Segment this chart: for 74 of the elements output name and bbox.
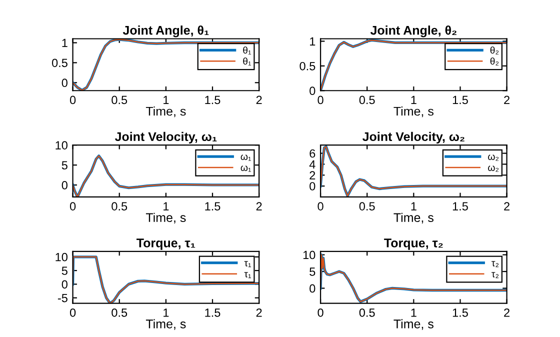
x-tick-label: 0 bbox=[318, 96, 324, 104]
chart-title: Joint Angle, θ₁ bbox=[122, 26, 209, 38]
y-tick-label: 0 bbox=[310, 284, 316, 293]
legend-label: θ₁ bbox=[243, 46, 252, 54]
x-tick-label: 2 bbox=[256, 96, 262, 104]
legend-label: τ₁ bbox=[244, 272, 252, 278]
y-tick-label: 0 bbox=[310, 86, 316, 96]
x-tick-label: 2 bbox=[256, 202, 262, 210]
x-tick-label: 0 bbox=[70, 202, 76, 210]
y-tick-label: 10 bbox=[56, 252, 68, 262]
x-tick-label: 0.5 bbox=[359, 308, 375, 317]
x-tick-label: 1.5 bbox=[205, 202, 220, 210]
x-tick-label: 0.5 bbox=[112, 202, 128, 210]
chart-title: Joint Angle, θ₂ bbox=[370, 26, 456, 38]
x-tick-label: 0 bbox=[318, 202, 324, 210]
x-tick-label: 1.5 bbox=[205, 96, 220, 104]
y-tick-label: 5 bbox=[62, 161, 68, 170]
y-tick-label: 0 bbox=[62, 181, 68, 190]
x-tick-label: 1 bbox=[411, 96, 416, 104]
legend-label: τ₂ bbox=[492, 272, 499, 278]
y-tick-label: 5 bbox=[62, 266, 68, 275]
x-tick-label: 1.5 bbox=[452, 308, 468, 317]
x-tick-label: 0.5 bbox=[112, 308, 128, 317]
chart-title: Joint Velocity, ω₂ bbox=[362, 132, 464, 144]
x-axis-title: Time, s bbox=[146, 212, 186, 224]
x-axis-title: Time, s bbox=[394, 106, 434, 118]
x-tick-label: 1.5 bbox=[452, 202, 468, 210]
legend-label: τ₂ bbox=[492, 261, 499, 268]
y-tick-label: 1 bbox=[310, 37, 316, 46]
y-tick-label: 10 bbox=[303, 250, 316, 260]
chart-title: Torque, τ₂ bbox=[384, 238, 443, 250]
x-axis-title: Time, s bbox=[146, 319, 186, 330]
x-tick-label: 1 bbox=[411, 202, 416, 210]
legend-label: ω₂ bbox=[488, 166, 499, 172]
y-tick-label: 1 bbox=[62, 38, 68, 48]
x-axis-title: Time, s bbox=[394, 319, 434, 330]
y-tick-label: 0.5 bbox=[300, 62, 316, 70]
x-tick-label: 1.5 bbox=[452, 96, 468, 104]
x-tick-label: 2 bbox=[256, 308, 262, 317]
x-tick-label: 0.5 bbox=[112, 96, 128, 104]
x-tick-label: 0.5 bbox=[359, 202, 375, 210]
x-tick-label: 1 bbox=[411, 308, 416, 317]
legend-label: ω₁ bbox=[240, 154, 252, 161]
x-tick-label: 1.5 bbox=[205, 308, 220, 317]
x-axis-title: Time, s bbox=[394, 212, 434, 224]
x-tick-label: 1 bbox=[164, 202, 169, 210]
legend-label: ω₂ bbox=[488, 154, 499, 161]
y-tick-label: 6 bbox=[310, 149, 316, 158]
x-tick-label: 1 bbox=[164, 96, 169, 104]
x-tick-label: 0 bbox=[318, 308, 324, 317]
y-tick-label: 4 bbox=[309, 160, 316, 168]
x-tick-label: 0 bbox=[70, 308, 76, 317]
legend-label: ω₁ bbox=[240, 166, 252, 172]
x-tick-label: 0.5 bbox=[359, 96, 375, 104]
legend-label: τ₁ bbox=[244, 261, 252, 268]
legend-label: θ₁ bbox=[243, 58, 252, 66]
x-tick-label: 2 bbox=[504, 202, 510, 210]
y-tick-label: -5 bbox=[58, 294, 68, 302]
y-tick-label: 5 bbox=[310, 268, 316, 276]
x-tick-label: 2 bbox=[504, 308, 510, 317]
y-tick-label: 0 bbox=[62, 280, 68, 289]
y-tick-label: 2 bbox=[310, 171, 316, 180]
chart-title: Torque, τ₁ bbox=[136, 238, 196, 250]
y-tick-label: 0 bbox=[62, 78, 68, 88]
x-axis-title: Time, s bbox=[146, 106, 186, 118]
x-tick-label: 0 bbox=[70, 96, 76, 104]
y-tick-label: 10 bbox=[56, 141, 68, 150]
y-tick-label: 0.5 bbox=[52, 58, 68, 68]
legend-label: θ₂ bbox=[490, 58, 499, 66]
x-tick-label: 2 bbox=[504, 96, 510, 104]
legend-label: θ₂ bbox=[490, 46, 499, 54]
y-tick-label: 0 bbox=[310, 182, 316, 190]
chart-title: Joint Velocity, ω₁ bbox=[114, 132, 217, 144]
x-tick-label: 1 bbox=[164, 308, 169, 317]
